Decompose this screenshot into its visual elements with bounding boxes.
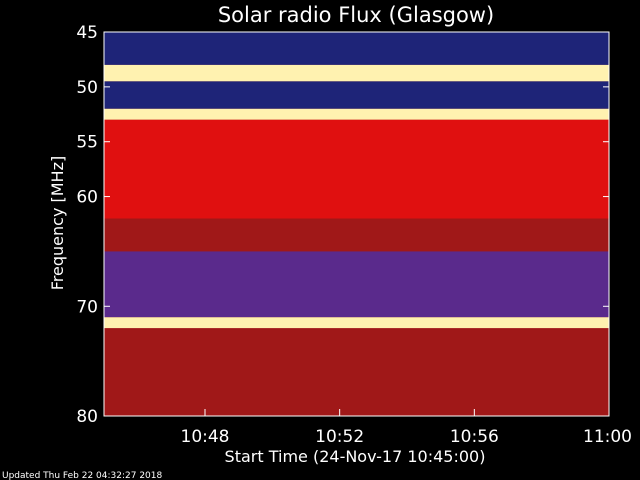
- heatmap-band-3: [104, 108, 609, 120]
- y-tick-label: 45: [76, 23, 98, 43]
- heatmap-band-6: [104, 251, 609, 318]
- x-tick-label: 11:00: [583, 427, 632, 447]
- heatmap-plot-area: [103, 31, 610, 417]
- chart-title: Solar radio Flux (Glasgow): [218, 3, 494, 27]
- heatmap-band-4: [104, 119, 609, 219]
- heatmap-band-2: [104, 81, 609, 109]
- y-tick-label: 80: [76, 407, 98, 427]
- y-tick-label: 55: [76, 133, 98, 153]
- y-axis-label: Frequency [MHz]: [48, 156, 67, 290]
- plot-frame: [103, 31, 610, 417]
- x-tick-label: 10:56: [450, 427, 499, 447]
- y-tick-label: 50: [76, 78, 98, 98]
- y-axis: 45 50 55 60 70 80: [76, 23, 609, 427]
- x-tick-label: 10:52: [315, 427, 364, 447]
- y-tick-label: 60: [76, 188, 98, 208]
- heatmap-band-7: [104, 317, 609, 329]
- heatmap-band-1: [104, 64, 609, 82]
- y-tick-label: 70: [76, 297, 98, 317]
- updated-timestamp: Updated Thu Feb 22 04:32:27 2018: [2, 471, 163, 480]
- heatmap-band-8: [104, 328, 609, 416]
- heatmap-band-0: [104, 32, 609, 65]
- x-axis-label: Start Time (24-Nov-17 10:45:00): [225, 447, 486, 466]
- heatmap-band-5: [104, 218, 609, 252]
- x-axis: 10:48 10:52 10:56 11:00: [181, 409, 632, 447]
- x-tick-label: 10:48: [181, 427, 230, 447]
